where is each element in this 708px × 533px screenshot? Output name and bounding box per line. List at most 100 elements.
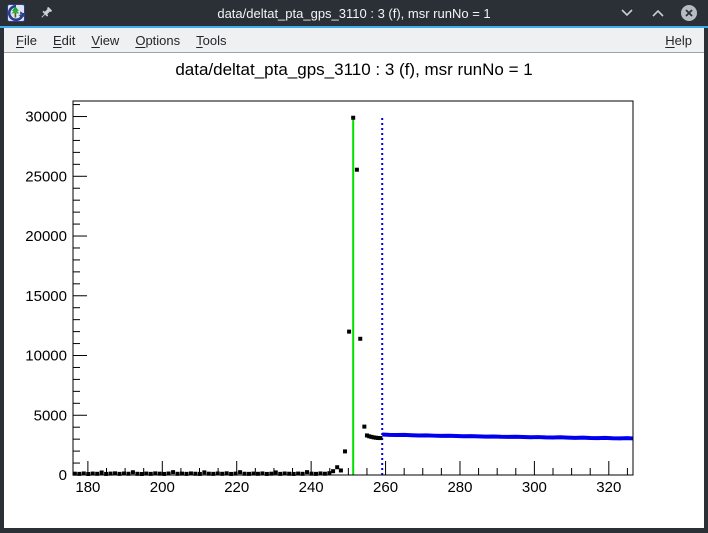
x-axis-tick-label: 320 [596,479,621,496]
data-point [376,435,381,440]
plot-area: 180 200 220 240 260 280 300 320 0 5000 10000 15000 2… [25,100,634,496]
minimize-button[interactable] [618,4,636,22]
data-point [157,471,162,476]
data-point [99,470,104,475]
data-point [77,471,82,476]
x-axis-tick-label: 240 [299,479,324,496]
titlebar-accent-line [0,26,708,28]
y-axis-tick-label: 5000 [34,407,67,424]
x-axis-tick-label: 200 [150,479,175,496]
close-button[interactable] [680,4,698,22]
data-point [335,465,340,470]
data-point [369,434,374,439]
chevron-down-icon [621,9,633,17]
data-point [130,470,135,475]
data-point [72,471,77,476]
menubar: File Edit View Options Tools Help [4,28,704,53]
data-point [126,471,131,476]
data-point [287,471,292,476]
data-point [269,471,274,476]
data-point [251,471,256,476]
pin-icon[interactable] [38,5,54,21]
data-point [351,115,356,120]
data-point [188,471,193,476]
menu-help[interactable]: Help [665,32,692,48]
y-axis-tick-label: 10000 [25,348,67,365]
data-point [338,468,343,473]
y-axis-tick-label: 0 [59,467,67,484]
data-point [354,167,359,172]
data-point [358,336,363,341]
data-point [313,471,318,476]
data-point [362,424,367,429]
plot-frame [72,100,634,476]
data-point [255,471,260,476]
root-app-icon[interactable]: ++ [7,4,25,22]
data-point [108,471,113,476]
root-canvas[interactable]: data/deltat_pta_gps_3110 : 3 (f), msr ru… [4,53,704,528]
data-point [300,471,305,476]
data-point [211,471,216,476]
data-point [347,329,352,334]
data-point [193,471,198,476]
data-point [238,470,243,475]
window-content: File Edit View Options Tools Help data/d… [4,28,704,528]
data-point [282,471,287,476]
data-point [113,471,118,476]
x-axis-tick-label: 280 [447,479,472,496]
data-point [318,471,323,476]
data-point [166,471,171,476]
data-point [331,469,336,474]
data-point [367,434,372,439]
data-point [144,471,149,476]
data-point [364,433,369,438]
data-point [184,471,189,476]
data-point [305,470,310,475]
menu-file[interactable]: File [16,32,37,48]
data-point [291,471,296,476]
menu-options[interactable]: Options [135,32,181,48]
data-point [371,435,376,440]
data-point [135,471,140,476]
menu-tools[interactable]: Tools [196,32,227,48]
chevron-up-icon [652,9,664,17]
data-point [117,471,122,476]
x-axis-tick-label: 180 [75,479,100,496]
fit-curve [382,432,634,441]
data-point [296,471,301,476]
data-point [175,471,180,476]
data-point [180,471,185,476]
plot-title: data/deltat_pta_gps_3110 : 3 (f), msr ru… [175,60,533,79]
maximize-button[interactable] [649,4,667,22]
data-point [260,471,265,476]
data-point [220,471,225,476]
data-point [81,471,86,476]
data-point [242,471,247,476]
menu-edit[interactable]: Edit [52,32,76,48]
data-point [373,435,378,440]
data-point [206,471,211,476]
data-point [224,471,229,476]
data-point [378,436,383,441]
data-point [233,471,238,476]
titlebar[interactable]: ++ data/deltat_pta_gps_3110 : 3 (f), msr… [0,0,708,26]
data-point [343,449,347,454]
y-axis-tick-label: 15000 [25,288,67,305]
menu-view[interactable]: View [91,32,120,48]
data-point [139,471,144,476]
circle-close-icon [681,5,697,21]
y-axis-tick-label: 25000 [25,168,67,185]
x-axis-tick-label: 300 [522,479,547,496]
data-point [121,471,126,476]
data-point [162,471,167,476]
x-axis-tick-label: 220 [224,479,249,496]
data-point [95,471,100,476]
data-point [202,470,207,475]
data-point [171,470,176,475]
y-axis-tick-label: 20000 [25,228,67,245]
data-point [153,471,158,476]
data-point [264,471,269,476]
y-axis-tick-label: 30000 [25,109,67,126]
data-point [247,471,251,476]
